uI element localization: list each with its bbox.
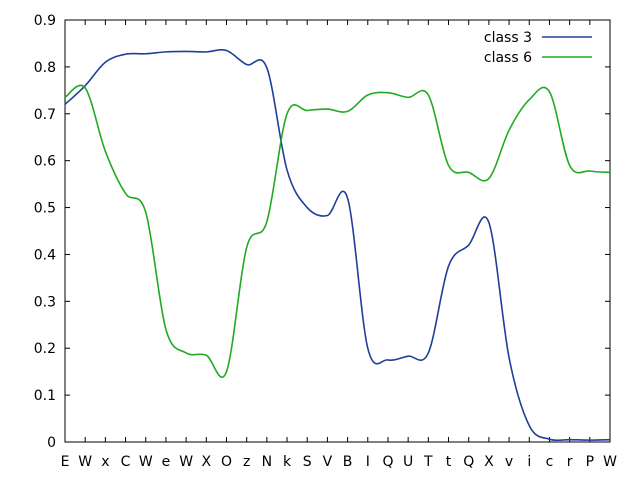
x-tick-label: C — [121, 454, 131, 470]
legend-label: class 6 — [484, 50, 532, 66]
x-tick-label: Q — [463, 454, 474, 470]
x-tick-label: P — [586, 454, 594, 470]
x-tick-label: B — [343, 454, 353, 470]
series-line-2 — [64, 84, 611, 378]
x-tick-label: e — [162, 454, 171, 470]
x-tick-label: r — [567, 454, 573, 470]
x-tick-label: W — [78, 454, 92, 470]
x-tick-label: t — [446, 454, 452, 470]
legend: class 3 class 6 — [484, 30, 592, 66]
plot-frame — [64, 19, 611, 443]
y-tick-label: 0.7 — [34, 107, 56, 123]
x-tick-label: W — [603, 454, 617, 470]
legend-label: class 3 — [484, 30, 532, 46]
y-tick-label: 0.5 — [34, 201, 56, 217]
x-tick-label: W — [139, 454, 153, 470]
y-tick-label: 0.9 — [34, 13, 56, 29]
y-tick-label: 0.6 — [34, 154, 56, 170]
x-tick-label: E — [61, 454, 70, 470]
x-tick-label: T — [423, 454, 433, 470]
y-tick-label: 0.8 — [34, 60, 56, 76]
x-tick-label: X — [484, 454, 494, 470]
series-line-1 — [64, 48, 611, 442]
y-tick-label: 0.4 — [34, 247, 56, 263]
x-tick-label: N — [262, 454, 272, 470]
y-tick-label: 0.3 — [34, 294, 56, 310]
x-tick-label: i — [527, 454, 531, 470]
x-tick-label: k — [283, 454, 292, 470]
x-tick-label: I — [366, 454, 370, 470]
x-tick-label: z — [243, 454, 250, 470]
y-tick-label: 0 — [47, 435, 56, 451]
x-tick-label: c — [546, 454, 554, 470]
x-tick-label: V — [323, 454, 333, 470]
y-tick-label: 0.2 — [34, 341, 56, 357]
x-tick-label: W — [179, 454, 193, 470]
y-axis: 0 0.1 0.2 0.3 0.4 0.5 0.6 0.7 0.8 0.9 — [34, 13, 610, 451]
x-tick-label: U — [403, 454, 413, 470]
x-tick-label: v — [505, 454, 513, 470]
x-tick-label: X — [201, 454, 211, 470]
x-tick-label: Q — [382, 454, 393, 470]
y-tick-label: 0.1 — [34, 388, 56, 404]
x-tick-label: x — [101, 454, 109, 470]
x-tick-label: S — [303, 454, 312, 470]
series-lines — [64, 48, 611, 442]
x-tick-label: O — [221, 454, 232, 470]
